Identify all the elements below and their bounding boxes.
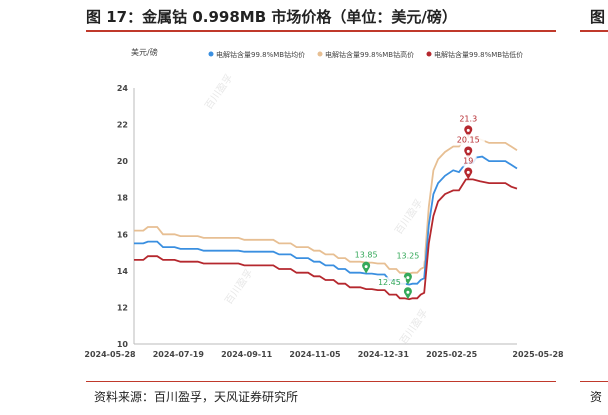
annotation-box — [451, 134, 485, 146]
chart-background — [125, 43, 555, 373]
top-rule — [86, 30, 556, 32]
bottom-rule — [86, 381, 556, 382]
legend-marker — [426, 51, 432, 57]
annotation-label: 21.3 — [459, 114, 477, 123]
x-tick-label: 2025-05-28 — [512, 350, 564, 359]
y-tick-label: 20 — [117, 157, 129, 166]
y-axis-label: 美元/磅 — [131, 47, 158, 57]
series-line — [134, 136, 518, 275]
series-line — [134, 155, 518, 286]
annotation-pin-dot — [466, 170, 470, 174]
legend-marker — [317, 51, 323, 57]
y-tick-label: 22 — [117, 121, 128, 130]
x-tick-label: 2025-02-25 — [426, 350, 478, 359]
y-tick-label: 16 — [117, 230, 129, 239]
annotation-pin-dot — [466, 149, 470, 153]
annotation-box — [372, 277, 406, 289]
x-tick-label: 2024-12-31 — [358, 350, 410, 359]
x-tick-label: 2024-11-05 — [289, 350, 341, 359]
y-tick-label: 24 — [117, 84, 129, 93]
annotation-pin-dot — [364, 265, 368, 269]
legend-label: 电解钴含量99.8%MB钴高价 — [325, 50, 414, 59]
x-tick-label: 2024-09-11 — [221, 350, 273, 359]
annotation-box — [459, 155, 477, 167]
annotation-label: 13.85 — [355, 251, 378, 260]
annotation-label: 20.15 — [457, 135, 480, 144]
bottom-rule-next — [580, 381, 608, 382]
source-note: 资料来源：百川盈孚，天风证券研究所 — [94, 390, 299, 404]
x-tick-label: 2024-07-19 — [153, 350, 205, 359]
y-tick-label: 10 — [117, 340, 129, 349]
annotation-box — [349, 249, 383, 261]
annotation-pin-dot — [406, 276, 410, 280]
legend-marker — [208, 51, 214, 57]
series-line — [134, 178, 518, 301]
x-tick-label: 2024-05-28 — [84, 350, 136, 359]
top-rule-next — [580, 30, 608, 32]
legend-label: 电解钴含量99.8%MB钴低价 — [434, 50, 523, 59]
annotation-label: 19 — [463, 156, 473, 165]
annotation-label: 12.45 — [378, 278, 401, 287]
next-figure-title: 图 — [590, 8, 606, 26]
legend-label: 电解钴含量99.8%MB钴均价 — [216, 50, 305, 59]
y-tick-label: 12 — [117, 303, 128, 312]
figure-title: 图 17：金属钴 0.998MB 市场价格（单位：美元/磅） — [86, 8, 457, 26]
annotation-box — [454, 113, 483, 125]
annotation-pin-dot — [406, 290, 410, 294]
annotation-label: 13.25 — [396, 252, 419, 261]
next-source-note: 资 — [590, 390, 603, 404]
annotation-box — [391, 250, 425, 262]
y-tick-label: 14 — [117, 267, 129, 276]
annotation-pin-dot — [466, 128, 470, 132]
y-tick-label: 18 — [117, 194, 129, 203]
